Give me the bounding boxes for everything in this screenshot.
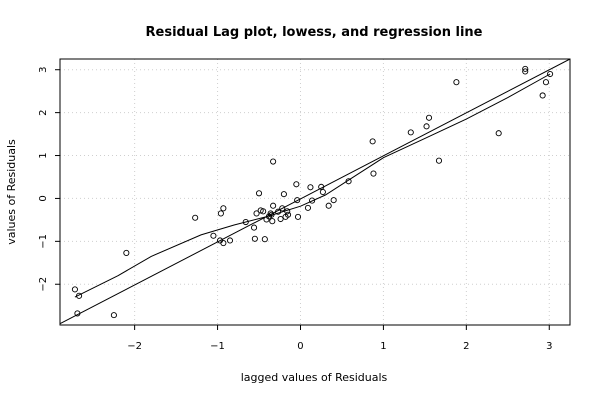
data-point bbox=[522, 65, 529, 72]
data-point bbox=[226, 237, 234, 244]
data-point bbox=[260, 208, 267, 215]
data-point bbox=[319, 188, 326, 196]
data-point bbox=[275, 208, 282, 215]
data-point bbox=[294, 213, 302, 220]
data-point bbox=[407, 129, 414, 136]
data-point bbox=[123, 249, 130, 256]
data-point bbox=[261, 236, 268, 243]
data-point bbox=[369, 138, 376, 145]
y-tick-label: −1 bbox=[38, 234, 49, 249]
data-point bbox=[294, 197, 301, 204]
data-point bbox=[542, 79, 550, 86]
data-point bbox=[110, 312, 117, 319]
y-axis-label: values of Residuals bbox=[5, 139, 18, 245]
data-point bbox=[453, 79, 460, 86]
y-tick-label: 2 bbox=[38, 109, 49, 115]
data-point bbox=[242, 218, 249, 226]
data-point bbox=[522, 68, 529, 75]
x-tick-label: −2 bbox=[127, 341, 142, 352]
y-tick-label: 0 bbox=[38, 195, 49, 201]
data-point bbox=[279, 205, 286, 212]
data-point bbox=[269, 218, 276, 225]
data-points bbox=[71, 65, 554, 319]
y-tick-label: −2 bbox=[38, 277, 49, 292]
data-point bbox=[425, 114, 433, 121]
plot-frame bbox=[59, 58, 571, 326]
data-point bbox=[71, 286, 78, 293]
y-axis: −2 −1 0 1 2 3 bbox=[38, 67, 60, 292]
data-point bbox=[345, 178, 352, 185]
data-point bbox=[253, 210, 260, 217]
data-point bbox=[495, 130, 502, 137]
data-point bbox=[423, 123, 430, 130]
data-point bbox=[76, 292, 83, 299]
chart-title: Residual Lag plot, lowess, and regressio… bbox=[146, 25, 483, 40]
data-point bbox=[250, 224, 258, 231]
data-point bbox=[74, 310, 81, 317]
x-axis: −2 −1 0 1 2 3 bbox=[127, 325, 552, 352]
y-tick-label: 1 bbox=[38, 152, 49, 158]
x-tick-label: −1 bbox=[210, 341, 225, 352]
data-point bbox=[270, 158, 277, 165]
data-point bbox=[220, 240, 227, 247]
data-point bbox=[293, 181, 300, 188]
data-point bbox=[325, 202, 332, 209]
data-point bbox=[284, 211, 292, 218]
data-point bbox=[547, 70, 554, 78]
x-axis-label: lagged values of Residuals bbox=[241, 371, 388, 384]
x-tick-label: 2 bbox=[463, 341, 469, 352]
data-point bbox=[435, 157, 443, 164]
data-point bbox=[330, 197, 337, 204]
data-point bbox=[284, 208, 291, 215]
x-tick-label: 3 bbox=[546, 341, 552, 352]
data-point bbox=[251, 235, 258, 242]
data-point bbox=[270, 202, 277, 209]
data-point bbox=[210, 232, 217, 239]
data-point bbox=[539, 92, 546, 99]
y-tick-label: 3 bbox=[38, 67, 49, 73]
x-tick-label: 1 bbox=[380, 341, 386, 352]
data-point bbox=[220, 205, 227, 212]
data-point bbox=[307, 184, 314, 191]
data-point bbox=[255, 190, 263, 197]
x-tick-label: 0 bbox=[297, 341, 303, 352]
data-point bbox=[280, 191, 287, 198]
grid bbox=[60, 59, 570, 325]
regression-line bbox=[60, 59, 570, 325]
lowess-line bbox=[74, 73, 551, 298]
data-point bbox=[277, 215, 284, 223]
data-point bbox=[309, 197, 316, 204]
data-point bbox=[370, 170, 377, 177]
data-point bbox=[217, 210, 224, 217]
data-point bbox=[267, 210, 274, 217]
data-point bbox=[268, 211, 275, 218]
data-point bbox=[304, 204, 312, 211]
data-point bbox=[192, 214, 199, 221]
